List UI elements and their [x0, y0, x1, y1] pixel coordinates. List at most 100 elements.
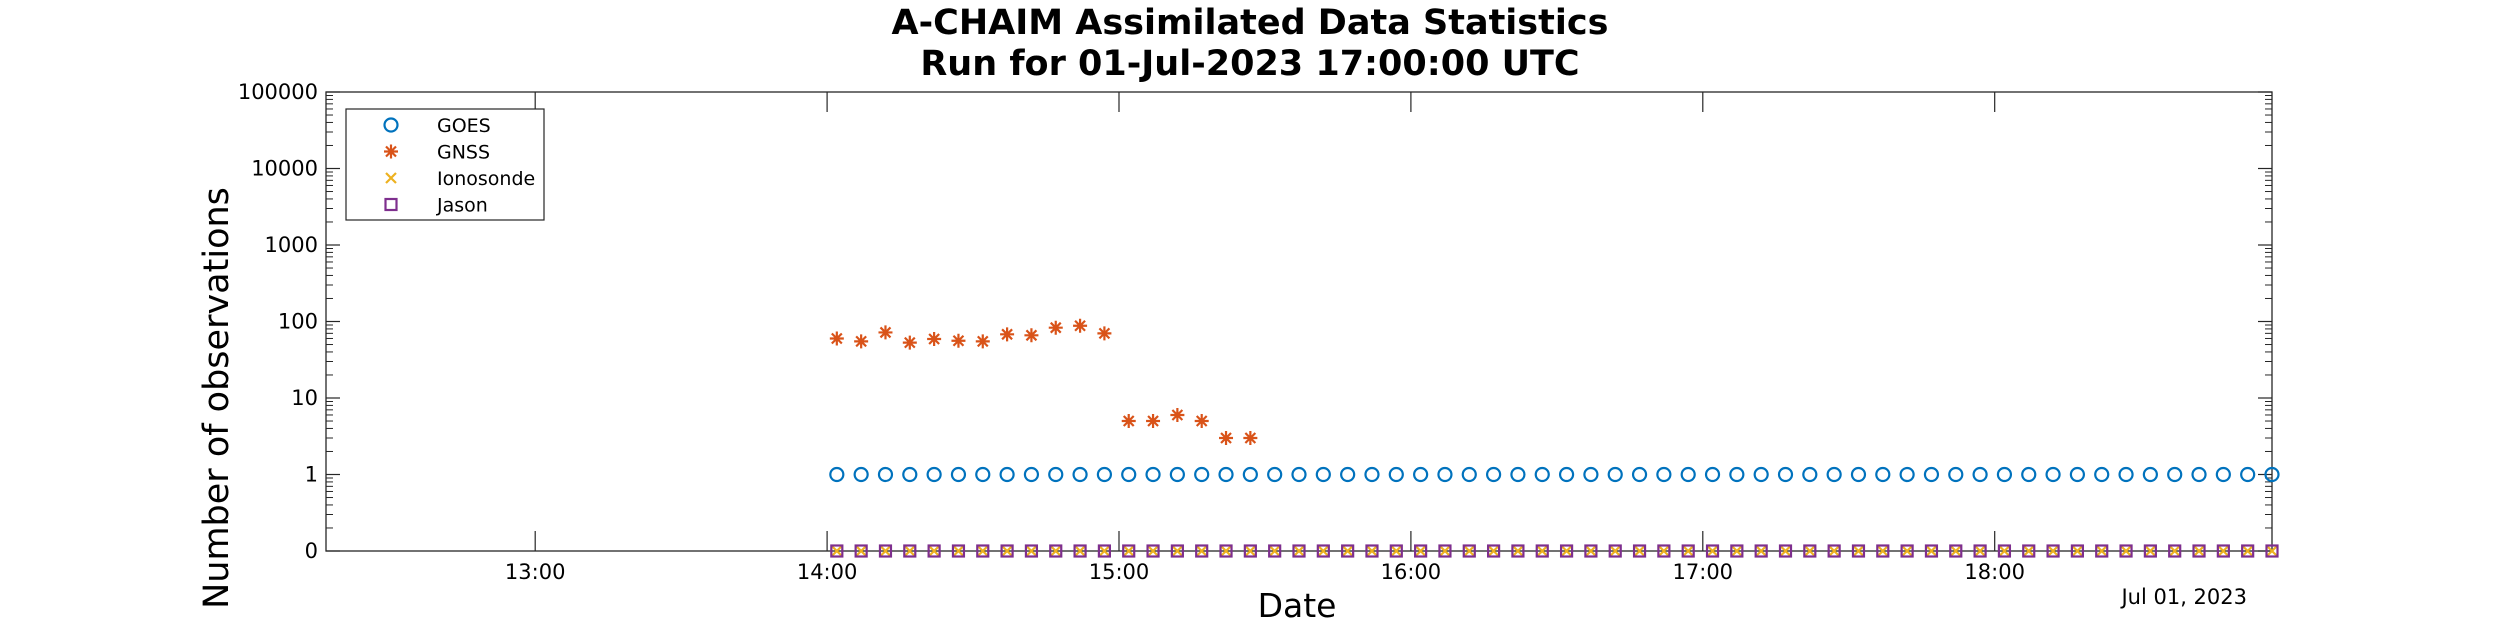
goes-point-shape [1729, 466, 1745, 483]
ionosonde-point-shape [1609, 545, 1621, 557]
ionosonde-point-shape [1439, 545, 1451, 557]
goes-point [1802, 466, 1818, 483]
gnss-point-shape [975, 334, 990, 349]
goes-point-shape [1656, 466, 1672, 483]
ionosonde-point [1244, 545, 1257, 557]
jason-point [1049, 544, 1063, 558]
gnss-point-shape [1121, 414, 1136, 429]
goes-point-shape [975, 466, 991, 483]
goes-point-shape [1534, 466, 1550, 483]
ionosonde-point-shape [1268, 545, 1281, 557]
ionosonde-point-shape [1706, 545, 1719, 557]
goes-point [1704, 466, 1721, 483]
jason-point-shape [1170, 544, 1184, 558]
jason-point [1851, 544, 1866, 558]
ionosonde-point-shape [2266, 545, 2278, 557]
goes-point-shape [1461, 466, 1477, 483]
goes-point-shape [1121, 466, 1137, 483]
jason-point [903, 544, 917, 558]
jason-point-shape [1973, 544, 1987, 558]
jason-point-shape [1000, 544, 1014, 558]
goes-point-shape [1680, 466, 1696, 483]
ionosonde-point-shape [2168, 545, 2181, 557]
ionosonde-point [1828, 545, 1840, 557]
jason-point [1024, 544, 1039, 558]
ionosonde-point-shape [2217, 545, 2230, 557]
goes-point-shape [1607, 466, 1623, 483]
ionosonde-point [976, 545, 989, 557]
goes-point-shape [1972, 466, 1988, 483]
goes-point-shape [1145, 466, 1161, 483]
goes-point [1583, 466, 1599, 483]
goes-point-shape [1485, 466, 1502, 483]
ionosonde-point-shape [1755, 545, 1767, 557]
ionosonde-point [2120, 545, 2132, 557]
jason-point-shape [2168, 544, 2182, 558]
y-tick-label: 1000 [265, 233, 318, 257]
chart-title: A-CHAIM Assimilated Data Statistics [892, 3, 1609, 43]
jason-point-shape [1511, 544, 1525, 558]
goes-point [2191, 466, 2207, 483]
goes-point [877, 466, 894, 483]
ionosonde-point-shape [1293, 545, 1305, 557]
goes-point [1267, 466, 1283, 483]
ionosonde-point [1974, 545, 1986, 557]
goes-point [1145, 466, 1161, 483]
jason-point [1292, 544, 1306, 558]
legend-marker-ionosonde-shape [385, 172, 397, 184]
jason-point [2168, 544, 2182, 558]
goes-point [1534, 466, 1550, 483]
goes-point [2069, 466, 2085, 483]
ionosonde-point [1925, 545, 1938, 557]
goes-point-shape [1437, 466, 1453, 483]
goes-point-shape [1826, 466, 1842, 483]
jason-point-shape [830, 544, 844, 558]
ionosonde-point [1390, 545, 1403, 557]
gnss-point-shape [927, 332, 942, 347]
legend-label-jason: Jason [436, 195, 488, 217]
goes-point [1558, 466, 1575, 483]
ionosonde-point-shape [855, 545, 867, 557]
goes-point [1875, 466, 1891, 483]
jason-point [1924, 544, 1939, 558]
gnss-point-shape [902, 335, 917, 350]
goes-point-shape [1558, 466, 1575, 483]
jason-point-shape [1657, 544, 1671, 558]
goes-point-shape [902, 466, 918, 483]
gnss-point [829, 331, 844, 346]
jason-point-shape [1705, 544, 1720, 558]
legend-marker-gnss-shape [384, 144, 398, 159]
goes-point-shape [2142, 466, 2158, 483]
goes-point-shape [1218, 466, 1234, 483]
goes-point-shape [1388, 466, 1404, 483]
legend-marker-gnss [384, 144, 398, 159]
jason-point [830, 544, 844, 558]
ionosonde-point [1658, 545, 1670, 557]
goes-point-shape [1753, 466, 1769, 483]
goes-point [829, 466, 845, 483]
goes-point [2118, 466, 2134, 483]
goes-point-shape [2264, 466, 2280, 483]
goes-point-shape [999, 466, 1015, 483]
jason-point [927, 544, 941, 558]
ionosonde-point-shape [1414, 545, 1427, 557]
ionosonde-point [1001, 545, 1013, 557]
legend-box [345, 108, 545, 221]
gnss-point-shape [1048, 320, 1063, 335]
goes-point [1413, 466, 1429, 483]
legend-marker-jason [384, 197, 398, 212]
gnss-point-shape [1073, 318, 1088, 333]
goes-point-shape [2094, 466, 2110, 483]
ionosonde-point-shape [1901, 545, 1913, 557]
ionosonde-point-shape [1852, 545, 1865, 557]
jason-point-shape [1608, 544, 1622, 558]
jason-point [1170, 544, 1184, 558]
goes-point [1218, 466, 1234, 483]
jason-point-shape [927, 544, 941, 558]
jason-point-shape [1024, 544, 1039, 558]
jason-point-shape [1924, 544, 1939, 558]
goes-point [2240, 466, 2256, 483]
jason-point [1778, 544, 1793, 558]
ionosonde-point [1122, 545, 1135, 557]
jason-point [1827, 544, 1841, 558]
